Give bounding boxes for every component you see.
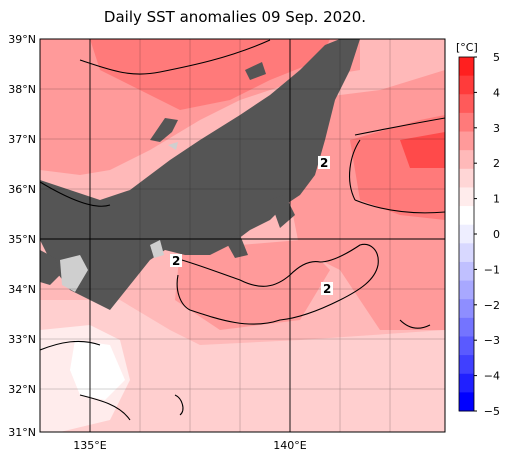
lat-tick-label: 38°N [8, 83, 36, 96]
colorbar-cell [459, 224, 474, 244]
contour-label-box [318, 156, 330, 169]
land-boso [270, 195, 295, 228]
colorbar-cell [459, 168, 474, 188]
colorbar-cell [459, 57, 474, 77]
land-izu [225, 235, 248, 258]
colorbar-cell [459, 392, 474, 412]
colorbar: [°C] 5 4 3 2 1 0 −1 −2 −3 −4 −5 [456, 41, 500, 418]
lat-lon-grid [40, 39, 445, 432]
contour-lines [40, 39, 445, 421]
colorbar-cell [459, 150, 474, 170]
lat-tick-label: 31°N [8, 426, 36, 439]
contour-label: 2 [172, 254, 180, 268]
anomaly-zone-neutral [70, 340, 125, 400]
land-honshu [40, 39, 360, 310]
anomaly-zone-south [40, 300, 445, 432]
colorbar-tick-label: −5 [484, 405, 500, 418]
anomaly-zone-japan-sea-warm [90, 39, 330, 110]
colorbar-tick-label: −3 [484, 334, 500, 347]
colorbar-tick-label: 0 [493, 228, 500, 241]
colorbar-tick-label: −4 [484, 370, 500, 383]
colorbar-cell [459, 131, 474, 151]
lat-tick-label: 37°N [8, 133, 36, 146]
lat-tick-label: 32°N [8, 383, 36, 396]
land-shikoku [40, 250, 60, 285]
colorbar-tick-label: 5 [493, 51, 500, 64]
colorbar-tick-label: 2 [493, 157, 500, 170]
colorbar-tick-label: −1 [484, 263, 500, 276]
colorbar-tick-label: 3 [493, 122, 500, 135]
lon-tick-label: 135°E [73, 439, 106, 452]
lat-tick-label: 33°N [8, 333, 36, 346]
colorbar-cell [459, 112, 474, 133]
contour-label: 2 [320, 156, 328, 170]
lat-tick-label: 39°N [8, 33, 36, 46]
lat-tick-label: 36°N [8, 183, 36, 196]
land-noto [150, 118, 178, 142]
map-title: Daily SST anomalies 09 Sep. 2020. [103, 8, 367, 26]
colorbar-ticks: 5 4 3 2 1 0 −1 −2 −3 −4 −5 [474, 51, 500, 418]
colorbar-cell [459, 317, 474, 337]
colorbar-unit: [°C] [456, 41, 478, 54]
colorbar-cell [459, 243, 474, 263]
latitude-axis: 39°N 38°N 37°N 36°N 35°N 34°N 33°N 32°N … [8, 33, 36, 439]
colorbar-cell [459, 75, 474, 95]
colorbar-cell [459, 280, 474, 300]
land-sado [245, 62, 266, 80]
lake-biwa [60, 255, 88, 292]
major-grid [40, 39, 445, 432]
contour-label-box [321, 282, 333, 295]
colorbar-cell [459, 94, 474, 114]
colorbar-cell [459, 206, 474, 226]
colorbar-tick-label: 4 [493, 86, 500, 99]
colorbar-tick-label: −2 [484, 299, 500, 312]
colorbar-cell [459, 355, 474, 375]
colorbar-cell [459, 187, 474, 207]
contour-label: 2 [323, 282, 331, 296]
lat-tick-label: 35°N [8, 233, 36, 246]
lake-hamana [150, 240, 164, 258]
longitude-axis: 135°E 140°E [73, 439, 306, 452]
colorbar-cells [459, 57, 474, 412]
lon-tick-label: 140°E [273, 439, 306, 452]
map-frame [39, 38, 446, 433]
colorbar-tick-label: 1 [493, 193, 500, 206]
colorbar-cell [459, 373, 474, 393]
lat-tick-label: 34°N [8, 283, 36, 296]
anomaly-zone-hot [400, 132, 445, 168]
contour-label-box [170, 254, 182, 267]
colorbar-cell [459, 336, 474, 356]
colorbar-cell [459, 261, 474, 282]
lake-small [168, 142, 178, 150]
map-area: 2 2 2 [40, 39, 445, 432]
colorbar-cell [459, 299, 474, 319]
